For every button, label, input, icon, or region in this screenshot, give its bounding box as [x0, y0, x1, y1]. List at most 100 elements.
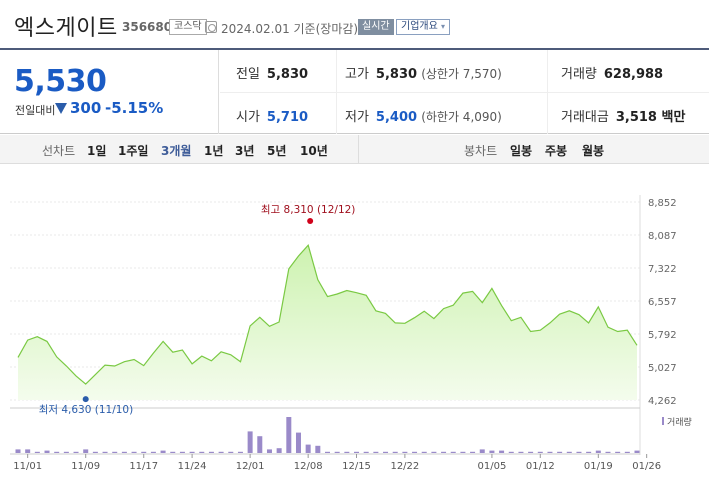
x-tick-label: 11/01 [13, 461, 42, 472]
stat-volume: 거래량 628,988 [561, 63, 663, 82]
volume-bar [257, 436, 263, 453]
tab-weekly[interactable]: 주봉 [545, 144, 568, 158]
volume-bar [325, 451, 330, 453]
stats-row-divider [220, 92, 709, 93]
stat-value: 5,710 [266, 110, 309, 125]
volume-bar [499, 450, 505, 453]
price-line [17, 243, 638, 385]
x-tick-label: 01/19 [584, 461, 613, 472]
volume-bar [286, 417, 292, 453]
volume-bar [131, 451, 137, 453]
change-label: 전일대비 [15, 104, 56, 117]
market-badge: 코스닥 [169, 19, 207, 35]
volume-bar [305, 444, 311, 453]
stat-low: 저가 5,400 (하한가 4,090) [345, 106, 502, 125]
lower-limit: (하한가 4,090) [421, 110, 502, 124]
volume-bar [479, 449, 485, 453]
stat-value: 5,400 [375, 110, 418, 125]
volume-bar [112, 451, 118, 453]
volume-bar [121, 451, 127, 453]
y-tick-label: 6,557 [648, 297, 677, 308]
x-tick-label: 11/09 [71, 461, 100, 472]
company-overview-label: 기업개요 [401, 21, 438, 32]
price-area [18, 245, 637, 400]
volume-bar [460, 451, 466, 453]
volume-bar [295, 432, 301, 453]
volume-bar [34, 451, 40, 453]
stat-high: 고가 5,830 (상한가 7,570) [345, 63, 502, 82]
volume-bar [315, 445, 321, 453]
stat-open: 시가 5,710 [236, 106, 308, 125]
volume-bar [266, 449, 272, 453]
volume-bar [208, 451, 214, 453]
volume-bar [518, 451, 524, 453]
volume-bar [615, 451, 621, 453]
chart-annotations: 최고 8,310 (12/12) 최저 4,630 (11/10) [39, 204, 356, 416]
y-tick-label: 8,087 [648, 231, 677, 242]
volume-bar [508, 451, 514, 453]
y-tick-label: 8,852 [648, 198, 677, 209]
volume-bar [44, 450, 50, 453]
high-annotation: 최고 8,310 (12/12) [261, 204, 356, 216]
volume-bar [421, 451, 427, 453]
volume-bar [450, 451, 456, 453]
y-tick-label: 5,027 [648, 363, 677, 374]
volume-bar [431, 451, 437, 453]
tab-daily[interactable]: 일봉 [510, 144, 533, 158]
stat-value: 5,830 [266, 67, 309, 82]
tab-3y[interactable]: 3년 [235, 144, 255, 158]
volume-bar [363, 451, 369, 453]
tab-monthly[interactable]: 월봉 [582, 144, 605, 158]
y-tick-label: 7,322 [648, 264, 677, 275]
upper-limit: (상한가 7,570) [421, 67, 502, 81]
tab-1y[interactable]: 1년 [204, 144, 224, 158]
volume-bar [170, 451, 176, 453]
volume-bar [383, 451, 389, 453]
volume-bar [247, 431, 253, 453]
realtime-button[interactable]: 실시간 [358, 19, 394, 35]
stat-value: 5,830 [375, 67, 418, 82]
x-tick-label: 12/01 [236, 461, 265, 472]
volume-bar [528, 451, 534, 453]
tab-1w[interactable]: 1주일 [118, 144, 149, 158]
volume-bar [160, 450, 166, 453]
volume-bar [334, 451, 340, 453]
volume-bar [373, 451, 379, 453]
stat-label: 전일 [236, 67, 260, 82]
tab-10y[interactable]: 10년 [300, 144, 328, 158]
tab-1d[interactable]: 1일 [87, 144, 107, 158]
stat-label: 저가 [345, 110, 369, 125]
x-tick-label: 12/22 [390, 461, 419, 472]
current-price: 5,530 [14, 64, 107, 99]
volume-bar [634, 450, 640, 453]
x-tick-label: 11/17 [129, 461, 158, 472]
volume-bar [595, 450, 601, 453]
caret-down-icon: ▾ [441, 22, 446, 31]
stock-code: 356680 [122, 20, 173, 34]
volume-bar [150, 451, 156, 453]
tab-3m[interactable]: 3개월 [161, 144, 192, 158]
volume-bar [537, 451, 543, 453]
chart-tabbar: 선차트 1일 1주일 3개월 1년 3년 5년 10년 봉차트 일봉 주봉 월봉 [0, 135, 709, 164]
volume-bar [557, 451, 563, 453]
volume-bar [392, 451, 398, 453]
volume-bar [576, 451, 582, 453]
company-overview-button[interactable]: 기업개요 ▾ [396, 19, 451, 35]
volume-bar [179, 451, 185, 453]
low-marker [82, 396, 89, 403]
volume-bar [92, 451, 98, 453]
volume-bar [344, 451, 350, 453]
x-axis-ticks: 11/01 11/09 11/17 11/24 12/01 12/08 12/15 12/22… [13, 454, 661, 472]
tab-5y[interactable]: 5년 [267, 144, 287, 158]
down-triangle-icon [55, 103, 67, 114]
volume-bar [83, 449, 89, 453]
stat-label: 고가 [345, 67, 369, 82]
volume-bar [102, 451, 108, 453]
volume-legend-swatch [662, 417, 664, 425]
date-text: 2024.02.01 기준(장마감) [221, 22, 359, 36]
stat-label: 거래량 [561, 67, 597, 82]
stats-col-divider [336, 50, 337, 134]
volume-bar [25, 449, 31, 453]
volume-bar [605, 451, 611, 453]
